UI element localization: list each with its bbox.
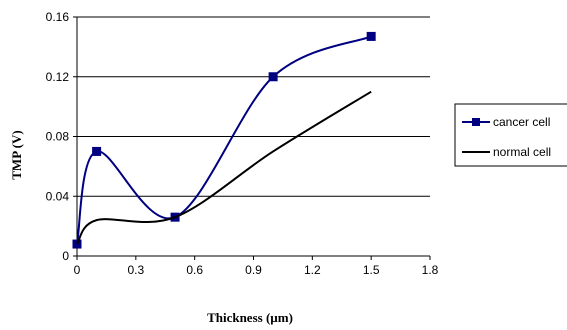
point-cancer-cell-3 — [268, 72, 278, 82]
x-tick-label-6: 1.8 — [422, 263, 439, 277]
series-line-cancer-cell — [76, 35, 372, 245]
gridlines — [77, 16, 430, 197]
x-tick-label-1: 0.3 — [127, 263, 144, 277]
x-tick-label-4: 1.2 — [304, 263, 321, 277]
x-tick-label-2: 0.6 — [186, 263, 203, 277]
y-tick-label-0: 0 — [62, 249, 69, 263]
legend: cancer cell normal cell — [454, 103, 567, 167]
legend-box — [454, 103, 567, 167]
y-tick-label-2: 0.08 — [46, 130, 70, 144]
y-tick-label-1: 0.04 — [46, 189, 70, 203]
y-tick-label-3: 0.12 — [46, 70, 70, 84]
x-tick-label-0: 0 — [74, 263, 81, 277]
axes — [73, 16, 431, 260]
tick-labels: 0 0.04 0.08 0.12 0.16 0 0.3 0.6 0.9 1.2 1.5 1.8 — [46, 10, 439, 277]
x-tick-label-3: 0.9 — [245, 263, 262, 277]
series-line-normal-cell — [76, 90, 372, 245]
x-axis-title: Thickness (µm) — [207, 310, 293, 325]
point-cancer-cell-1 — [92, 146, 102, 156]
legend-marker-cancer-cell — [472, 118, 480, 126]
series — [72, 31, 376, 249]
point-cancer-cell-4 — [366, 31, 376, 41]
legend-label-normal-cell: normal cell — [493, 145, 551, 159]
legend-label-cancer-cell: cancer cell — [493, 115, 550, 129]
x-tick-label-5: 1.5 — [363, 263, 380, 277]
y-axis-title: TMP (V) — [9, 130, 24, 179]
y-tick-label-4: 0.16 — [46, 10, 70, 24]
